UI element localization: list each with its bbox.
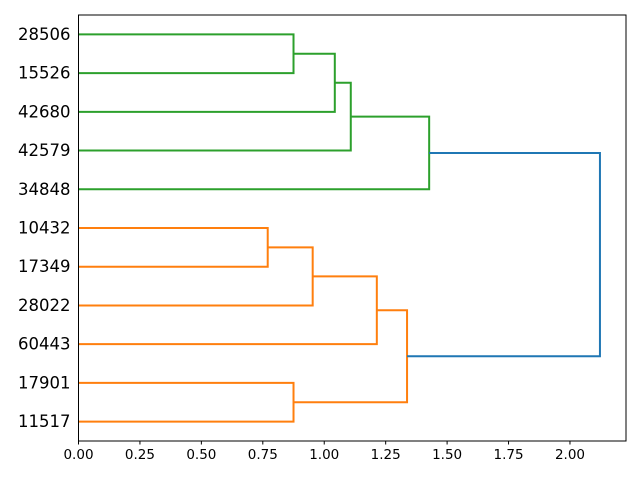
dendrogram-link-G4 [78,115,431,191]
x-tick-label: 0.75 [248,447,278,463]
leaf-label: 11517 [18,412,71,431]
leaf-label: 28506 [18,25,71,44]
leaf-label: 28022 [18,296,71,315]
x-tick-label: 0.25 [125,447,155,463]
x-tick-label: 1.50 [432,447,462,463]
leaf-label: 15526 [18,64,71,83]
dendrogram-link-O1 [78,227,269,268]
dendrogram-link-O4 [78,381,295,423]
leaf-label: 42579 [18,141,71,160]
dendrogram-link-O3 [78,275,378,346]
x-tick-label: 1.75 [494,447,524,463]
dendrogram-link-O5 [293,309,409,404]
leaf-label: 10432 [18,219,71,238]
x-tick-label: 2.00 [555,447,585,463]
dendrogram-link-ROOT [407,151,601,358]
x-tick-label: 0.00 [63,447,93,463]
leaf-label: 60443 [18,335,71,354]
dendrogram-link-G1 [78,33,295,75]
axes-border [78,14,627,442]
leaf-label: 34848 [18,180,71,199]
dendrogram-link-G2 [78,52,336,113]
x-tick-label: 1.25 [371,447,401,463]
leaf-label: 17901 [18,373,71,392]
x-tick-label: 0.50 [186,447,216,463]
x-tick-label: 1.00 [309,447,339,463]
dendrogram-link-O2 [78,246,314,307]
leaf-label: 42680 [18,102,71,121]
leaf-label: 17349 [18,257,71,276]
dendrogram-link-G3 [78,81,352,152]
